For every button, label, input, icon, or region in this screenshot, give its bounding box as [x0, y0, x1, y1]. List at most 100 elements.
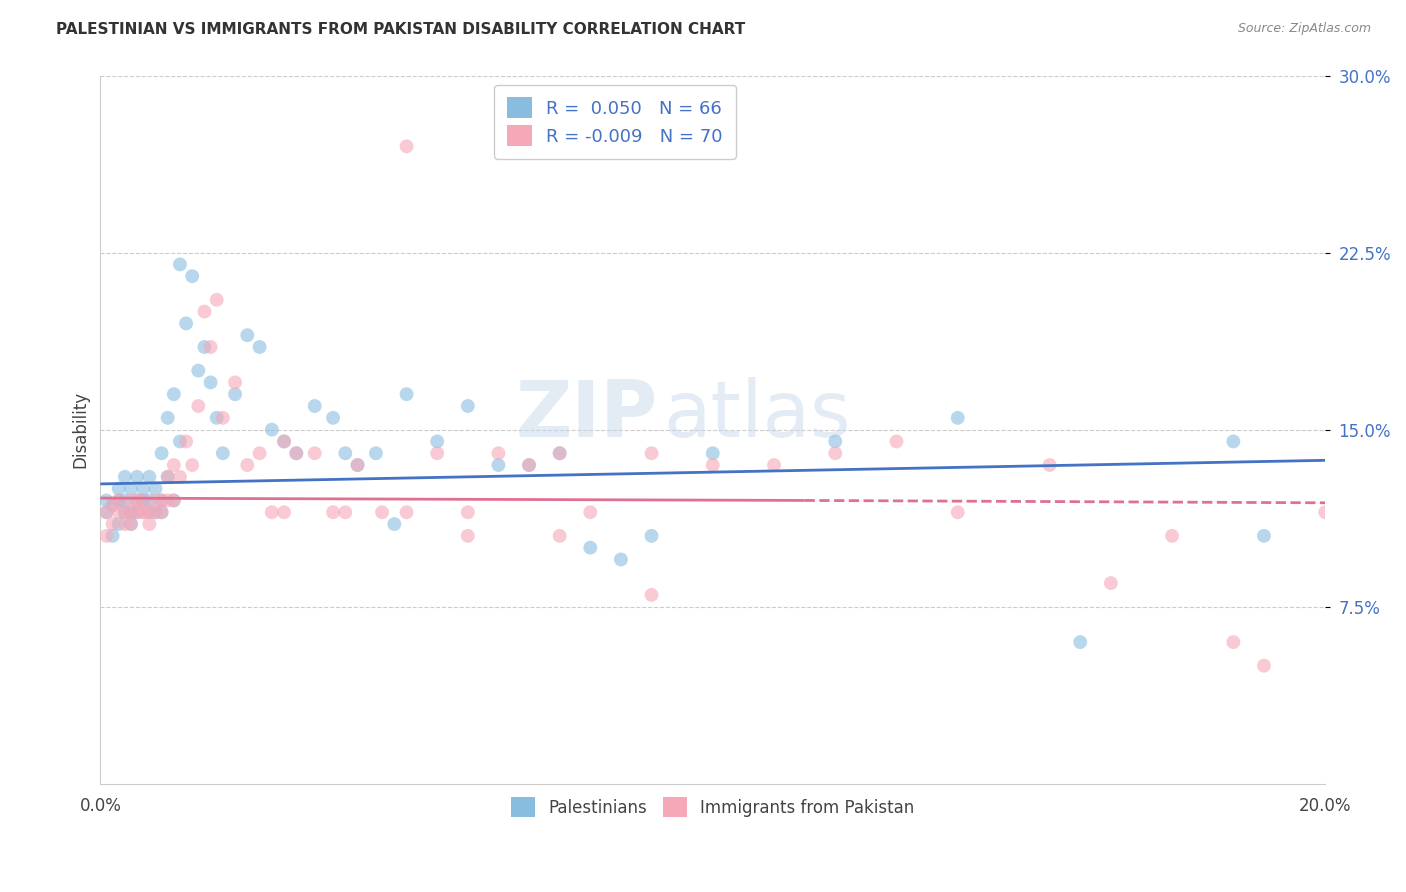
Point: [486, 446, 509, 460]
Point: [127, 505, 149, 519]
Point: [120, 493, 142, 508]
Point: [426, 446, 449, 460]
Point: [273, 434, 295, 449]
Point: [517, 458, 540, 472]
Point: [96, 529, 118, 543]
Point: [96, 505, 118, 519]
Point: [457, 529, 479, 543]
Point: [486, 458, 509, 472]
Point: [382, 517, 405, 532]
Point: [1069, 635, 1091, 649]
Point: [1315, 505, 1337, 519]
Point: [640, 588, 662, 602]
Point: [169, 257, 191, 271]
Point: [120, 482, 142, 496]
Point: [114, 505, 136, 519]
Point: [824, 434, 846, 449]
Point: [150, 505, 173, 519]
Point: [273, 434, 295, 449]
Point: [273, 505, 295, 519]
Point: [187, 363, 209, 377]
Y-axis label: Disability: Disability: [72, 391, 89, 468]
Point: [127, 493, 149, 508]
Point: [946, 410, 969, 425]
Point: [138, 517, 160, 532]
Point: [156, 410, 179, 425]
Point: [127, 470, 149, 484]
Point: [120, 517, 142, 532]
Point: [107, 493, 129, 508]
Point: [395, 505, 418, 519]
Point: [395, 139, 418, 153]
Point: [138, 470, 160, 484]
Point: [101, 498, 124, 512]
Point: [114, 505, 136, 519]
Point: [169, 470, 191, 484]
Point: [156, 470, 179, 484]
Point: [174, 317, 197, 331]
Point: [156, 470, 179, 484]
Point: [457, 505, 479, 519]
Point: [763, 458, 786, 472]
Point: [1222, 635, 1244, 649]
Point: [114, 470, 136, 484]
Point: [517, 458, 540, 472]
Point: [120, 505, 142, 519]
Point: [101, 517, 124, 532]
Point: [150, 493, 173, 508]
Point: [132, 505, 155, 519]
Point: [187, 399, 209, 413]
Point: [946, 505, 969, 519]
Text: PALESTINIAN VS IMMIGRANTS FROM PAKISTAN DISABILITY CORRELATION CHART: PALESTINIAN VS IMMIGRANTS FROM PAKISTAN …: [56, 22, 745, 37]
Point: [132, 505, 155, 519]
Point: [193, 340, 215, 354]
Point: [548, 446, 571, 460]
Point: [163, 493, 186, 508]
Point: [96, 493, 118, 508]
Point: [156, 493, 179, 508]
Point: [371, 505, 394, 519]
Point: [107, 493, 129, 508]
Point: [702, 458, 724, 472]
Point: [395, 387, 418, 401]
Point: [107, 505, 129, 519]
Point: [96, 505, 118, 519]
Legend: Palestinians, Immigrants from Pakistan: Palestinians, Immigrants from Pakistan: [503, 789, 922, 825]
Point: [211, 410, 233, 425]
Point: [285, 446, 308, 460]
Point: [127, 505, 149, 519]
Point: [114, 493, 136, 508]
Point: [205, 410, 228, 425]
Point: [145, 493, 167, 508]
Point: [640, 446, 662, 460]
Point: [886, 434, 908, 449]
Point: [249, 340, 271, 354]
Point: [200, 376, 222, 390]
Point: [224, 376, 246, 390]
Point: [610, 128, 633, 142]
Point: [107, 517, 129, 532]
Point: [335, 446, 357, 460]
Point: [285, 446, 308, 460]
Point: [120, 505, 142, 519]
Text: Source: ZipAtlas.com: Source: ZipAtlas.com: [1237, 22, 1371, 36]
Point: [181, 269, 204, 284]
Point: [211, 446, 233, 460]
Point: [138, 493, 160, 508]
Point: [1253, 658, 1275, 673]
Point: [138, 505, 160, 519]
Point: [145, 505, 167, 519]
Point: [548, 446, 571, 460]
Point: [145, 505, 167, 519]
Point: [579, 541, 602, 555]
Point: [163, 458, 186, 472]
Point: [1253, 529, 1275, 543]
Point: [150, 493, 173, 508]
Point: [145, 482, 167, 496]
Point: [236, 328, 259, 343]
Point: [579, 505, 602, 519]
Point: [224, 387, 246, 401]
Point: [322, 505, 344, 519]
Point: [1161, 529, 1184, 543]
Point: [304, 399, 326, 413]
